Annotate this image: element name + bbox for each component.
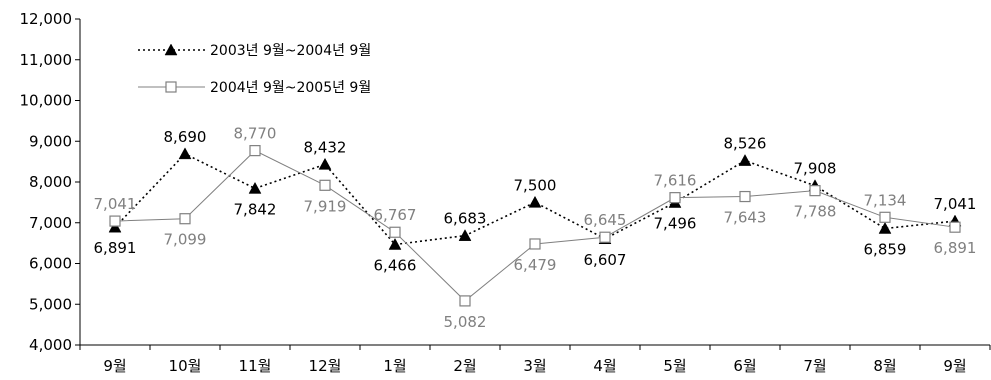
x-tick-label: 11월 <box>239 357 272 375</box>
y-tick-label: 5,000 <box>29 295 72 313</box>
data-point <box>178 147 192 160</box>
data-point <box>109 215 121 227</box>
legend-label: 2004년 9월~2005년 9월 <box>210 80 371 96</box>
data-label: 7,788 <box>794 203 837 221</box>
data-point <box>458 229 472 241</box>
x-tick-label: 9월 <box>943 357 966 375</box>
x-tick-label: 9월 <box>103 357 126 375</box>
chart-legend: 2003년 9월~2004년 9월 2004년 9월~2005년 9월 <box>138 43 371 96</box>
data-label: 6,767 <box>374 206 417 224</box>
x-tick-label: 10월 <box>169 357 202 375</box>
y-tick-label: 9,000 <box>29 132 72 150</box>
data-point <box>249 145 261 157</box>
data-label: 8,432 <box>304 138 347 156</box>
legend-label: 2003년 9월~2004년 9월 <box>210 43 371 59</box>
x-tick-label: 8월 <box>873 357 896 375</box>
chart-series <box>108 145 962 307</box>
y-tick-label: 12,000 <box>20 10 73 28</box>
data-label: 7,500 <box>514 176 557 194</box>
data-label: 8,770 <box>234 125 277 143</box>
data-label: 6,466 <box>374 257 417 275</box>
data-label: 6,891 <box>94 239 137 257</box>
data-point <box>248 181 262 194</box>
data-label: 6,683 <box>444 210 487 228</box>
data-point <box>739 190 751 203</box>
data-label: 6,859 <box>864 240 907 258</box>
data-point <box>459 295 471 307</box>
data-label: 7,099 <box>164 231 207 249</box>
legend-marker <box>164 43 178 56</box>
y-tick-label: 8,000 <box>29 173 72 191</box>
data-label: 6,607 <box>584 251 627 269</box>
data-point <box>388 237 402 250</box>
data-point <box>809 185 821 197</box>
data-point <box>529 238 541 250</box>
data-label: 8,526 <box>724 135 767 153</box>
x-tick-label: 12월 <box>309 357 342 375</box>
data-label: 7,643 <box>724 209 767 227</box>
x-tick-label: 1월 <box>383 357 406 375</box>
data-point <box>599 231 611 243</box>
data-label: 7,041 <box>94 195 137 213</box>
series-2 <box>109 145 961 307</box>
data-label: 6,479 <box>514 256 557 274</box>
data-point <box>318 157 332 170</box>
data-label: 7,842 <box>234 200 277 218</box>
x-tick-label: 6월 <box>733 357 756 375</box>
data-label: 7,496 <box>654 215 697 233</box>
data-point <box>669 192 681 204</box>
data-point <box>878 221 892 234</box>
data-point <box>108 220 122 233</box>
x-tick-label: 3월 <box>523 357 546 375</box>
y-tick-label: 4,000 <box>29 336 72 354</box>
x-tick-label: 4월 <box>593 357 616 375</box>
data-point <box>179 213 191 225</box>
y-tick-label: 10,000 <box>20 92 73 110</box>
y-tick-label: 11,000 <box>20 51 73 69</box>
data-point <box>528 195 542 208</box>
data-label: 7,041 <box>934 195 977 213</box>
data-point <box>879 211 891 223</box>
y-tick-label: 7,000 <box>29 214 72 232</box>
legend-marker <box>165 81 177 93</box>
legend-item-2: 2004년 9월~2005년 9월 <box>138 80 371 96</box>
data-label: 7,616 <box>654 172 697 190</box>
y-tick-label: 6,000 <box>29 255 72 273</box>
data-label: 7,134 <box>864 191 907 209</box>
x-tick-label: 5월 <box>663 357 686 375</box>
data-label: 7,908 <box>794 160 837 178</box>
chart-axes: 4,000 5,000 6,000 7,000 8,000 9,000 10,000 11,0… <box>20 10 991 375</box>
x-tick-label: 7월 <box>803 357 826 375</box>
legend-item-1: 2003년 9월~2004년 9월 <box>138 43 371 59</box>
data-point <box>389 226 401 238</box>
chart-data-labels: 6,891 8,690 7,842 8,432 6,466 6,683 7,500 6,607… <box>94 125 977 331</box>
data-point <box>738 154 752 166</box>
data-label: 5,082 <box>444 313 487 331</box>
data-label: 6,891 <box>934 239 977 257</box>
x-tick-label: 2월 <box>453 357 476 375</box>
data-label: 8,690 <box>164 128 207 146</box>
data-label: 7,919 <box>304 197 347 215</box>
data-point <box>949 221 961 233</box>
data-point <box>319 179 331 191</box>
data-label: 6,645 <box>584 211 627 229</box>
